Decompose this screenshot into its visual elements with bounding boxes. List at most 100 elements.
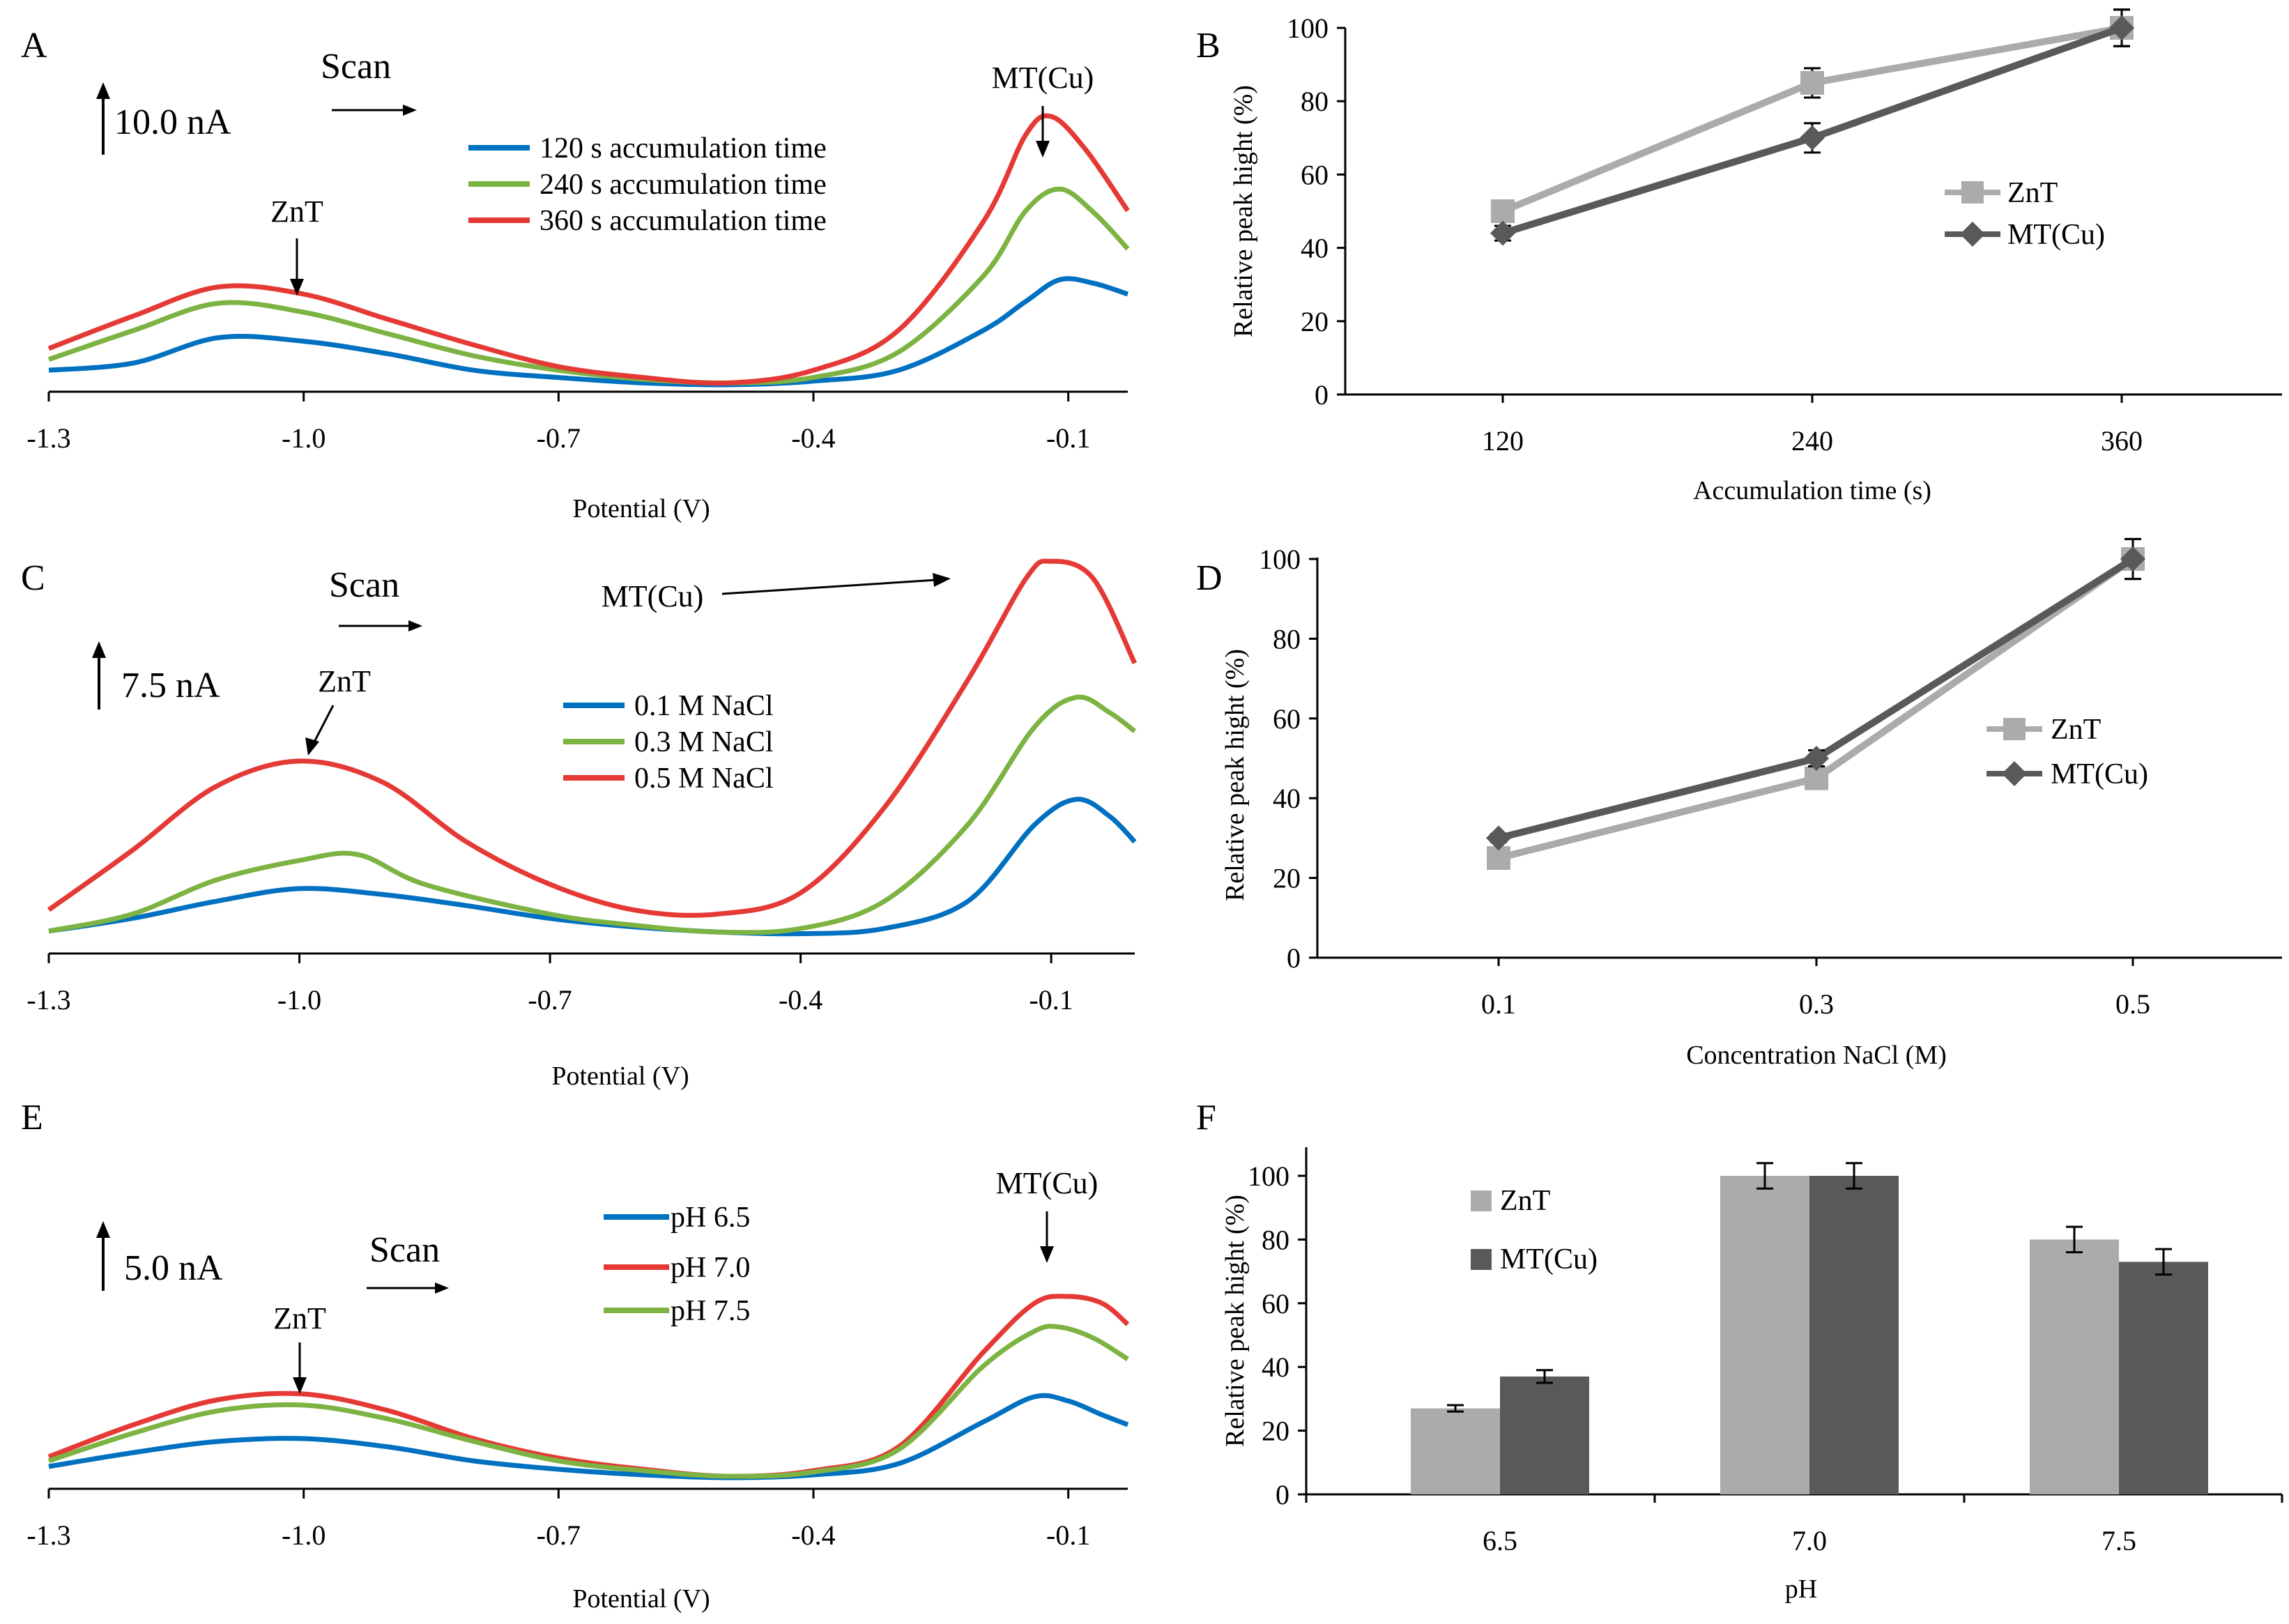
x-ticks-e: -1.3 -1.0 -0.7 -0.4 -0.1 — [26, 1489, 1090, 1551]
panel-label-a: A — [21, 26, 47, 66]
peak-label-mt-e: MT(Cu) — [996, 1166, 1098, 1200]
panel-label-b: B — [1196, 26, 1220, 66]
legend-entry: pH 6.5 — [671, 1202, 750, 1234]
legend-entry: MT(Cu) — [1500, 1243, 1598, 1276]
arrow-down-icon — [305, 737, 319, 756]
data-point-square — [1800, 70, 1824, 95]
legend-entry: 240 s accumulation time — [539, 169, 827, 201]
arrow-down-icon — [293, 1377, 307, 1394]
y-tick-label: 0 — [1287, 942, 1301, 974]
y-tick-label: 80 — [1262, 1224, 1289, 1255]
x-axis-label-f: pH — [1785, 1575, 1817, 1604]
legend-entry: ZnT — [2007, 177, 2058, 209]
x-tick-label: -1.3 — [26, 1519, 70, 1551]
arrow-down-icon — [1040, 1246, 1054, 1263]
panel-label-e: E — [21, 1098, 43, 1137]
y-tick-label: 80 — [1273, 623, 1301, 654]
x-tick-label: -0.7 — [537, 422, 581, 454]
peak-label-mt-c: MT(Cu) — [602, 579, 704, 613]
x-ticks-c: -1.3 -1.0 -0.7 -0.4 -0.1 — [26, 953, 1073, 1016]
peak-label-znt-e: ZnT — [273, 1301, 326, 1335]
legend-entry: 0.5 M NaCl — [634, 763, 774, 795]
y-axis-label-b: Relative peak hight (%) — [1229, 85, 1258, 337]
legend-entry: 360 s accumulation time — [539, 205, 827, 237]
x-ticks-f: 6.5 7.0 7.5 — [1305, 1494, 2283, 1556]
y-tick-label: 20 — [1301, 306, 1329, 337]
y-tick-label: 20 — [1262, 1416, 1289, 1447]
scan-label-c: Scan — [329, 565, 399, 605]
y-tick-label: 40 — [1262, 1351, 1289, 1383]
legend-a: 120 s accumulation time 240 s accumulati… — [468, 132, 827, 237]
y-tick-label: 100 — [1287, 13, 1329, 44]
x-tick-label: 360 — [2101, 425, 2143, 457]
x-ticks-b: 120 240 360 — [1482, 394, 2143, 457]
series-line-c-1 — [48, 694, 1137, 935]
scale-bar-label-a: 10.0 nA — [114, 102, 231, 142]
arrow-down-icon — [290, 279, 304, 296]
data-point-diamond — [1490, 220, 1515, 246]
arrow-right-icon — [933, 573, 951, 587]
y-axis-label-d: Relative peak hight (%) — [1220, 649, 1250, 901]
legend-entry: ZnT — [1500, 1185, 1550, 1217]
scale-bar-e: 5.0 nA — [96, 1221, 223, 1291]
y-tick-label: 0 — [1276, 1479, 1289, 1510]
peak-label-znt-c: ZnT — [318, 664, 371, 698]
panel-label-d: D — [1196, 558, 1223, 598]
x-tick-label: 240 — [1791, 425, 1833, 457]
x-tick-label: -0.4 — [791, 422, 835, 454]
peak-arrow-mt-c — [721, 579, 937, 595]
y-tick-label: 0 — [1315, 379, 1329, 411]
peak-label-znt-a: ZnT — [270, 194, 323, 229]
legend-entry: pH 7.5 — [671, 1295, 750, 1327]
panel-a: A -1.3 -1.0 -0.7 -0.4 -0.1 Potential (V) 10.… — [21, 26, 1130, 523]
bar — [1411, 1408, 1500, 1494]
legend-entry: 0.1 M NaCl — [634, 690, 774, 722]
bar — [1500, 1376, 1589, 1494]
y-tick-label: 60 — [1262, 1288, 1289, 1319]
legend-marker-diamond — [2002, 761, 2027, 786]
peak-arrow-znt-c — [311, 705, 335, 746]
legend-entry: 0.3 M NaCl — [634, 726, 774, 758]
panel-c: C -1.3 -1.0 -0.7 -0.4 -0.1 Potential (V) 7.5… — [21, 558, 1138, 1091]
x-tick-label: -0.1 — [1046, 422, 1090, 454]
bar — [1809, 1176, 1899, 1494]
y-axis-label-f: Relative peak hight (%) — [1220, 1195, 1250, 1447]
data-point-diamond — [2109, 15, 2134, 40]
x-tick-label: -0.4 — [779, 984, 822, 1016]
data-point-diamond — [1804, 746, 1829, 771]
y-tick-label: 100 — [1248, 1160, 1289, 1192]
x-ticks-a: -1.3 -1.0 -0.7 -0.4 -0.1 — [26, 392, 1090, 454]
series-d — [1486, 537, 2145, 870]
x-tick-label: -0.7 — [528, 984, 572, 1016]
data-point-diamond — [1800, 125, 1825, 151]
x-tick-label: 0.3 — [1799, 988, 1834, 1020]
series-line-a-2 — [47, 113, 1130, 386]
data-point-square — [1491, 199, 1515, 223]
y-tick-label: 60 — [1301, 159, 1329, 190]
data-point-diamond — [2120, 546, 2145, 572]
series-line-a-0 — [48, 276, 1129, 388]
legend-entry: 120 s accumulation time — [539, 132, 827, 164]
x-tick-label: -1.0 — [282, 422, 326, 454]
voltammogram-a-lines — [47, 113, 1130, 388]
x-tick-label: -0.7 — [537, 1519, 581, 1551]
x-tick-label: -1.3 — [26, 422, 70, 454]
x-axis-label-c: Potential (V) — [551, 1062, 689, 1091]
x-tick-label: 0.1 — [1481, 988, 1516, 1020]
y-tick-label: 20 — [1273, 863, 1301, 894]
legend-marker-square — [1961, 181, 1984, 204]
panel-e: E -1.3 -1.0 -0.7 -0.4 -0.1 Potential (V) 5.0… — [21, 1098, 1130, 1614]
voltammogram-e-lines — [47, 1294, 1130, 1480]
panel-label-c: C — [21, 558, 45, 598]
legend-e: pH 6.5 pH 7.0 pH 7.5 — [604, 1202, 750, 1327]
series-line-d-1 — [1497, 556, 2135, 842]
x-axis-label-d: Concentration NaCl (M) — [1686, 1041, 1947, 1070]
scan-label-e: Scan — [369, 1230, 440, 1270]
data-point-diamond — [1486, 825, 1511, 851]
y-tick-label: 100 — [1259, 544, 1301, 575]
scan-label-a: Scan — [321, 47, 391, 86]
x-tick-label: 0.5 — [2115, 988, 2150, 1020]
y-ticks-d: 0 20 40 60 80 100 — [1259, 544, 1317, 974]
x-tick-label: -1.3 — [26, 984, 70, 1016]
